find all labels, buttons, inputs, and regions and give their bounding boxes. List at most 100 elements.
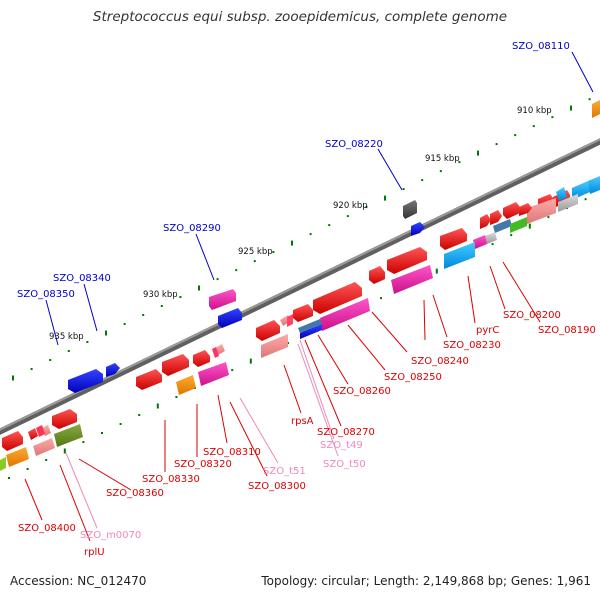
gene-arrow[interactable] <box>556 187 567 201</box>
ruler-major-tick <box>528 223 531 229</box>
gene-arrow[interactable] <box>176 375 196 395</box>
gene-arrow[interactable] <box>209 289 236 310</box>
gene-label[interactable]: SZO_08330 <box>142 474 200 485</box>
ruler-minor-tick <box>309 233 312 236</box>
gene-arrow[interactable] <box>52 409 77 429</box>
ruler-major-tick <box>435 268 438 274</box>
gene-label[interactable]: SZO_08340 <box>53 273 111 284</box>
gene-label[interactable]: SZO_m0070 <box>80 530 141 541</box>
genome-summary-text: Topology: circular; Length: 2,149,868 bp… <box>261 574 591 588</box>
accession-text: Accession: NC_012470 <box>10 574 147 588</box>
gene-arrow[interactable] <box>493 219 512 233</box>
gene-label[interactable]: SZO_08360 <box>106 488 164 499</box>
gene-arrow[interactable] <box>0 457 6 471</box>
gene-label[interactable]: rpsA <box>291 416 314 427</box>
ruler-minor-tick <box>8 477 10 479</box>
gene-label[interactable]: SZO_08110 <box>512 41 570 52</box>
gene-label[interactable]: SZO_08220 <box>325 139 383 150</box>
gene-arrow[interactable] <box>588 176 600 194</box>
gene-arrow[interactable] <box>490 210 502 225</box>
gene-arrow[interactable] <box>2 431 23 451</box>
ruler-major-tick <box>384 195 386 201</box>
gene-arrow[interactable] <box>33 438 55 456</box>
gene-arrow[interactable] <box>36 425 45 437</box>
gene-label[interactable]: SZO_t49 <box>320 440 363 451</box>
gene-arrow[interactable] <box>369 266 385 284</box>
gene-label[interactable]: rplU <box>84 547 105 558</box>
ruler-minor-tick <box>101 432 103 434</box>
ruler-major-tick <box>477 150 479 156</box>
gene-arrow[interactable] <box>287 314 293 327</box>
gene-arrow[interactable] <box>440 228 467 250</box>
gene-label[interactable]: SZO_08320 <box>174 459 232 470</box>
gene-arrow[interactable] <box>162 354 189 376</box>
gene-label[interactable]: SZO_08200 <box>503 310 561 321</box>
gene-arrow[interactable] <box>6 447 29 467</box>
gene-arrow[interactable] <box>503 202 520 219</box>
gene-label[interactable]: SZO_08190 <box>538 325 596 336</box>
gene-label[interactable]: pyrC <box>476 325 499 336</box>
gene-arrow[interactable] <box>387 247 427 274</box>
gene-label[interactable]: SZO_08250 <box>384 372 442 383</box>
ruler-minor-tick <box>86 341 89 343</box>
ruler-minor-tick <box>272 251 275 254</box>
gene-arrow[interactable] <box>212 347 219 358</box>
gene-arrow[interactable] <box>592 100 600 118</box>
ruler-minor-tick <box>547 216 550 219</box>
gene-arrow[interactable] <box>256 320 280 341</box>
gene-arrow[interactable] <box>28 428 38 440</box>
gene-label[interactable]: SZO_08400 <box>18 523 76 534</box>
bottom-leader-lines <box>24 261 541 542</box>
gene-arrow[interactable] <box>510 217 527 233</box>
gene-arrow[interactable] <box>106 363 120 377</box>
gene-arrow[interactable] <box>485 232 497 244</box>
ruler-label: 930 kbp <box>143 290 178 300</box>
gene-arrow[interactable] <box>558 194 578 212</box>
ruler-minor-tick <box>26 468 29 470</box>
gene-arrow[interactable] <box>68 369 103 393</box>
ruler-minor-tick <box>365 206 368 209</box>
ruler-minor-tick <box>216 278 219 281</box>
gene-arrow[interactable] <box>136 369 162 390</box>
gene-arrow[interactable] <box>300 324 322 339</box>
ruler-major-tick <box>156 403 159 409</box>
ruler-minor-tick <box>45 459 48 461</box>
gene-label[interactable]: SZO_08300 <box>248 481 306 492</box>
gene-label[interactable]: SZO_08310 <box>203 447 261 458</box>
gene-arrow[interactable] <box>54 424 83 447</box>
genome-backbone <box>0 138 600 435</box>
gene-label[interactable]: SZO_08230 <box>443 340 501 351</box>
gene-arrow[interactable] <box>444 242 475 269</box>
gene-arrow[interactable] <box>193 350 210 367</box>
gene-arrow[interactable] <box>261 334 288 358</box>
ruler-major-tick <box>63 448 66 454</box>
gene-arrow[interactable] <box>391 265 433 294</box>
gene-arrow[interactable] <box>293 304 313 322</box>
gene-label[interactable]: SZO_08260 <box>333 386 391 397</box>
gene-arrow[interactable] <box>320 298 370 331</box>
ruler-minor-tick <box>142 314 145 316</box>
ruler-minor-tick <box>551 116 554 119</box>
gene-label[interactable]: SZO_08290 <box>163 223 221 234</box>
ruler-minor-tick <box>30 368 33 370</box>
gene-label[interactable]: SZO_t50 <box>323 459 366 470</box>
ruler-minor-tick <box>588 98 591 101</box>
gene-arrow[interactable] <box>480 214 491 229</box>
gene-label[interactable]: SZO_08350 <box>17 289 75 300</box>
gene-arrow[interactable] <box>218 308 242 328</box>
gene-arrow[interactable] <box>298 319 322 333</box>
gene-arrow[interactable] <box>313 282 362 314</box>
gene-arrow[interactable] <box>519 203 532 216</box>
gene-arrow[interactable] <box>527 198 556 224</box>
gene-label[interactable]: SZO_08270 <box>317 427 375 438</box>
ruler-minor-tick <box>231 369 234 372</box>
ruler-label: 910 kbp <box>517 106 552 116</box>
gene-arrow[interactable] <box>198 362 229 386</box>
gene-arrow[interactable] <box>473 235 487 249</box>
gene-label[interactable]: SZO_08240 <box>411 356 469 367</box>
gene-arrow[interactable] <box>411 222 425 236</box>
gene-label[interactable]: SZO_t51 <box>263 466 306 477</box>
gene-arrow[interactable] <box>403 200 417 219</box>
ruler-minor-tick <box>439 170 442 173</box>
gene-arrow[interactable] <box>572 181 590 199</box>
